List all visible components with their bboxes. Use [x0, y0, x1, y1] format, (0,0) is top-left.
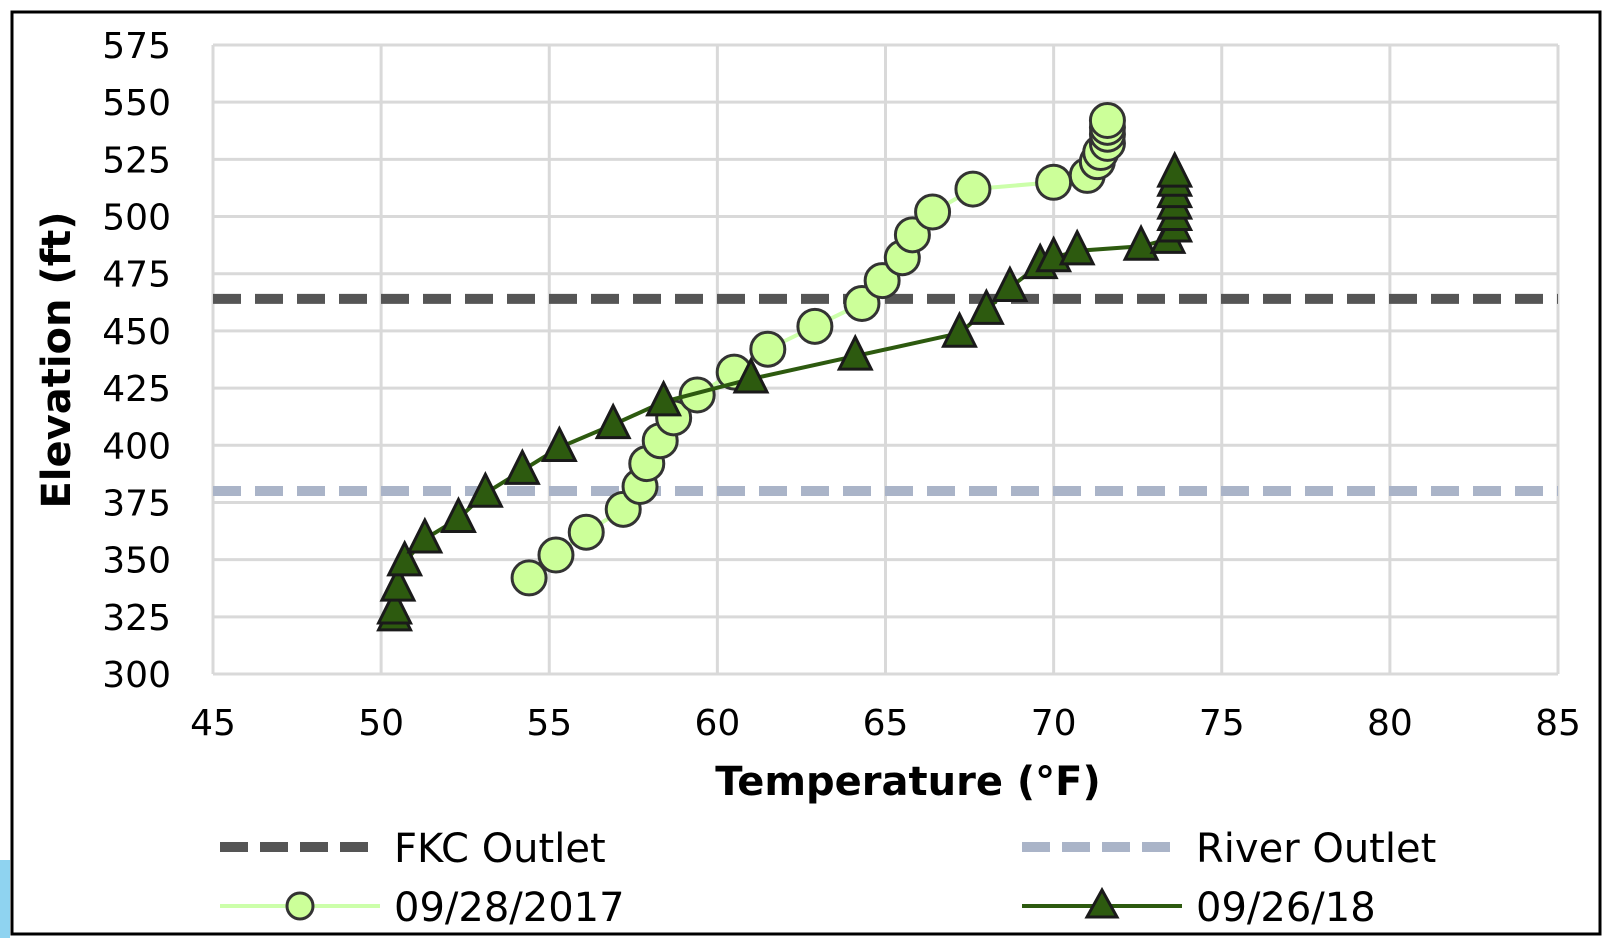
reference-lines	[213, 293, 1558, 497]
data-point-2017	[914, 193, 952, 231]
data-point-2018	[540, 425, 578, 463]
data-point-2018	[1122, 223, 1160, 261]
tick-labels: 45 50 55 60 65 70 75 80 85 300 325 350 375 400 425 450 4…	[102, 26, 1581, 744]
chart-border	[10, 10, 1602, 936]
series-2017	[510, 101, 1126, 597]
data-point-2017	[863, 262, 901, 300]
y-tick-label: 550	[102, 83, 171, 124]
x-tick-label: 45	[190, 703, 236, 744]
x-tick-label: 55	[526, 703, 572, 744]
data-point-2017	[1088, 101, 1126, 139]
y-tick-label: 350	[102, 541, 171, 582]
legend-item-series-2018: 09/26/18	[1022, 885, 1376, 931]
legend-label-2017: 09/28/2017	[394, 885, 625, 931]
data-point-2018	[645, 379, 683, 417]
legend: FKC Outlet River Outlet 09/28/2017 09/26…	[220, 826, 1436, 931]
y-tick-label: 500	[102, 198, 171, 239]
y-tick-label: 375	[102, 483, 171, 524]
data-point-2018	[836, 333, 874, 371]
x-tick-label: 70	[1031, 703, 1077, 744]
data-point-2018	[376, 587, 414, 625]
y-tick-label: 400	[102, 426, 171, 467]
data-point-2018	[991, 265, 1029, 302]
data-point-2018	[594, 402, 632, 440]
legend-item-series-2017: 09/28/2017	[220, 885, 625, 931]
y-tick-label: 425	[102, 369, 171, 410]
data-point-2018	[967, 287, 1005, 325]
legend-label-river-outlet: River Outlet	[1196, 826, 1436, 872]
x-tick-label: 60	[694, 703, 740, 744]
legend-item-fkc-outlet: FKC Outlet	[220, 826, 606, 872]
data-point-2018	[440, 496, 477, 533]
data-point-2018	[1058, 228, 1096, 266]
data-point-2017	[510, 559, 548, 597]
data-point-2018	[732, 356, 770, 394]
y-axis-title: Elevation (ft)	[34, 211, 80, 508]
legend-label-2018: 09/26/18	[1196, 885, 1376, 931]
data-point-2017	[954, 170, 992, 208]
data-point-2017	[893, 216, 931, 254]
grid-lines	[211, 43, 1560, 676]
data-point-2017	[537, 536, 575, 574]
data-point-2018	[406, 516, 444, 554]
x-tick-label: 85	[1535, 703, 1581, 744]
x-tick-label: 50	[358, 703, 404, 744]
data-point-2017	[567, 513, 605, 551]
data-point-2018	[466, 470, 504, 508]
data-point-2017	[1035, 163, 1073, 201]
data-point-2017	[843, 284, 881, 322]
data-point-2017	[749, 330, 787, 368]
y-tick-label: 300	[102, 655, 171, 696]
x-axis-title: Temperature (°F)	[715, 759, 1101, 805]
legend-swatch-marker-2018	[1084, 886, 1120, 919]
y-tick-label: 525	[102, 140, 171, 181]
left-accent-strip	[0, 860, 10, 938]
legend-swatch-marker-2017	[285, 891, 315, 921]
x-tick-label: 75	[1199, 703, 1245, 744]
series-2018	[376, 150, 1194, 632]
data-point-2018	[386, 539, 424, 577]
y-tick-label: 575	[102, 26, 171, 67]
y-tick-label: 475	[102, 255, 171, 296]
data-point-2018	[1156, 150, 1194, 188]
data-point-2018	[379, 564, 417, 602]
y-tick-label: 450	[102, 312, 171, 353]
x-tick-label: 65	[863, 703, 909, 744]
x-tick-label: 80	[1367, 703, 1413, 744]
legend-label-fkc-outlet: FKC Outlet	[394, 826, 606, 872]
data-series	[376, 101, 1194, 632]
y-tick-label: 325	[102, 598, 171, 639]
data-point-2018	[941, 310, 978, 348]
data-point-2017	[796, 307, 834, 345]
legend-item-river-outlet: River Outlet	[1022, 826, 1436, 872]
data-point-2018	[503, 448, 541, 485]
